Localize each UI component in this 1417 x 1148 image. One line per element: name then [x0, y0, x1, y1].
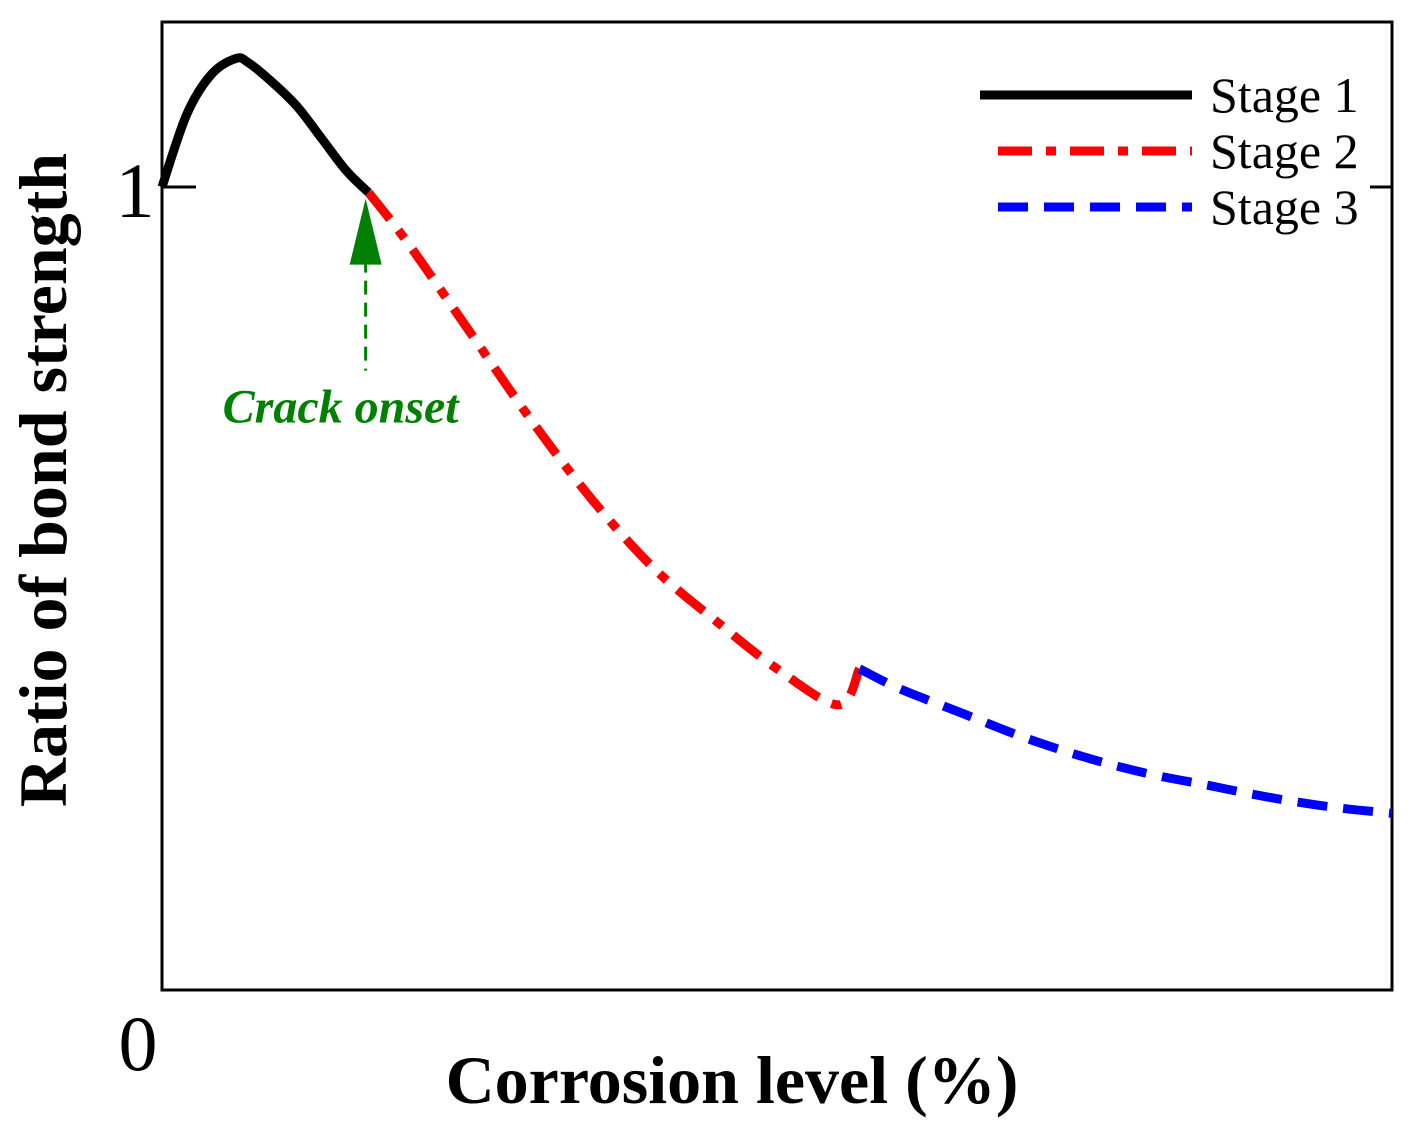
- y-tick-label-0: 0: [119, 1000, 158, 1087]
- series-line-1: [157, 53, 372, 196]
- series-line-3: [857, 664, 1393, 818]
- series-layer: [157, 53, 1393, 818]
- legend-label-3: Stage 3: [1210, 179, 1359, 235]
- plot-frame: [160, 20, 1394, 992]
- y-tick-label-1: 1: [116, 147, 155, 234]
- x-axis-label: Corrosion level (%): [446, 1042, 1019, 1118]
- axes: 01: [116, 20, 1394, 1087]
- y-axis-label: Ratio of bond strength: [5, 153, 81, 807]
- legend-label-2: Stage 2: [1210, 123, 1359, 179]
- legend-label-1: Stage 1: [1210, 67, 1359, 123]
- annotation-label-0: Crack onset: [223, 381, 461, 434]
- series-line-2: [365, 189, 864, 710]
- axis-labels: Corrosion level (%) Ratio of bond strengt…: [5, 153, 1018, 1118]
- annotation-arrow-head-0: [349, 198, 382, 265]
- annotation-layer: Crack onset: [223, 198, 461, 434]
